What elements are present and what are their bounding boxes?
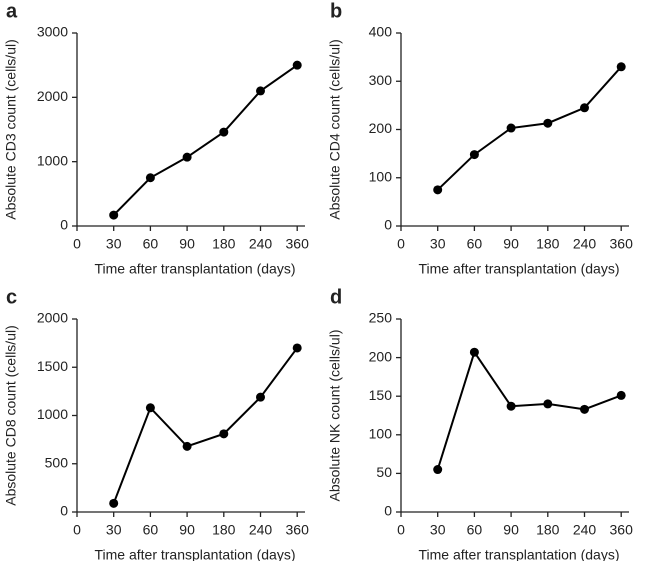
y-axis-label: Absolute CD4 count (cells/ul) bbox=[327, 39, 343, 220]
y-tick-label: 0 bbox=[60, 503, 68, 519]
x-axis-label: Time after transplantation (days) bbox=[94, 261, 295, 277]
data-point bbox=[182, 152, 192, 162]
y-tick-label: 300 bbox=[369, 72, 393, 88]
y-tick-label: 0 bbox=[384, 503, 392, 519]
x-tick-label: 240 bbox=[573, 236, 597, 252]
panel-label: b bbox=[330, 0, 342, 22]
x-tick-label: 0 bbox=[397, 236, 405, 252]
x-tick-label: 60 bbox=[143, 236, 159, 252]
data-point bbox=[469, 347, 479, 357]
x-tick-label: 30 bbox=[430, 522, 446, 538]
y-tick-label: 2000 bbox=[37, 310, 68, 326]
y-tick-label: 1000 bbox=[37, 406, 68, 422]
x-axis-label: Time after transplantation (days) bbox=[94, 547, 295, 561]
data-line bbox=[436, 349, 622, 470]
data-point bbox=[256, 392, 265, 402]
data-point bbox=[219, 429, 229, 439]
x-tick-label: 180 bbox=[536, 236, 560, 252]
x-tick-label: 60 bbox=[467, 236, 483, 252]
data-point bbox=[433, 185, 443, 195]
y-tick-label: 500 bbox=[45, 454, 69, 470]
data-point bbox=[469, 150, 479, 160]
y-tick-label: 150 bbox=[369, 387, 393, 403]
x-tick-label: 360 bbox=[286, 522, 310, 538]
data-point bbox=[109, 210, 119, 220]
data-point bbox=[292, 343, 302, 353]
x-tick-label: 90 bbox=[503, 236, 519, 252]
x-tick-label: 30 bbox=[430, 236, 446, 252]
x-tick-label: 0 bbox=[397, 522, 405, 538]
x-tick-label: 360 bbox=[610, 522, 634, 538]
data-line bbox=[112, 347, 299, 504]
x-tick-label: 0 bbox=[73, 236, 81, 252]
data-point bbox=[219, 127, 229, 137]
data-point bbox=[543, 118, 553, 128]
data-point bbox=[182, 441, 192, 451]
y-tick-label: 200 bbox=[369, 120, 393, 136]
data-line bbox=[112, 64, 298, 216]
x-tick-label: 360 bbox=[286, 236, 310, 252]
y-axis-label: Absolute CD3 count (cells/ul) bbox=[3, 39, 19, 220]
data-point bbox=[580, 103, 589, 113]
x-tick-label: 30 bbox=[106, 236, 122, 252]
data-point bbox=[292, 60, 302, 70]
data-point bbox=[506, 401, 516, 411]
data-point bbox=[109, 498, 119, 508]
data-point bbox=[616, 62, 626, 72]
y-axis-label: Absolute CD8 count (cells/ul) bbox=[3, 325, 19, 506]
data-line bbox=[437, 66, 622, 191]
x-tick-label: 90 bbox=[503, 522, 519, 538]
data-point bbox=[145, 403, 155, 413]
x-tick-label: 180 bbox=[536, 522, 560, 538]
data-point bbox=[580, 404, 589, 414]
x-tick-label: 180 bbox=[212, 522, 236, 538]
data-point bbox=[256, 86, 265, 96]
y-tick-label: 0 bbox=[384, 217, 392, 233]
y-tick-label: 0 bbox=[60, 217, 68, 233]
x-tick-label: 180 bbox=[212, 236, 236, 252]
data-point bbox=[543, 399, 553, 409]
x-axis-label: Time after transplantation (days) bbox=[418, 547, 619, 561]
panel-label: c bbox=[6, 286, 17, 308]
y-tick-label: 1000 bbox=[37, 152, 68, 168]
x-tick-label: 360 bbox=[610, 236, 634, 252]
y-tick-label: 200 bbox=[369, 348, 393, 364]
x-tick-label: 90 bbox=[179, 522, 195, 538]
data-point bbox=[506, 123, 516, 133]
y-tick-label: 3000 bbox=[37, 24, 68, 40]
data-point bbox=[616, 390, 626, 400]
x-tick-label: 240 bbox=[249, 236, 273, 252]
y-tick-label: 2000 bbox=[37, 88, 68, 104]
y-tick-label: 1500 bbox=[37, 358, 68, 374]
panel-label: d bbox=[330, 286, 342, 308]
data-point bbox=[433, 465, 443, 475]
y-tick-label: 250 bbox=[369, 310, 393, 326]
y-tick-label: 400 bbox=[369, 24, 393, 40]
x-tick-label: 60 bbox=[467, 522, 483, 538]
data-point bbox=[145, 173, 155, 183]
panel-label: a bbox=[6, 0, 18, 22]
y-tick-label: 50 bbox=[376, 464, 392, 480]
y-tick-label: 100 bbox=[369, 426, 393, 442]
x-tick-label: 90 bbox=[179, 236, 195, 252]
x-tick-label: 60 bbox=[143, 522, 159, 538]
x-tick-label: 240 bbox=[249, 522, 273, 538]
y-tick-label: 100 bbox=[369, 168, 393, 184]
x-tick-label: 30 bbox=[106, 522, 122, 538]
x-tick-label: 0 bbox=[73, 522, 81, 538]
x-axis-label: Time after transplantation (days) bbox=[418, 261, 619, 277]
y-axis-label: Absolute NK count (cells/ul) bbox=[327, 330, 343, 502]
x-tick-label: 240 bbox=[573, 522, 597, 538]
